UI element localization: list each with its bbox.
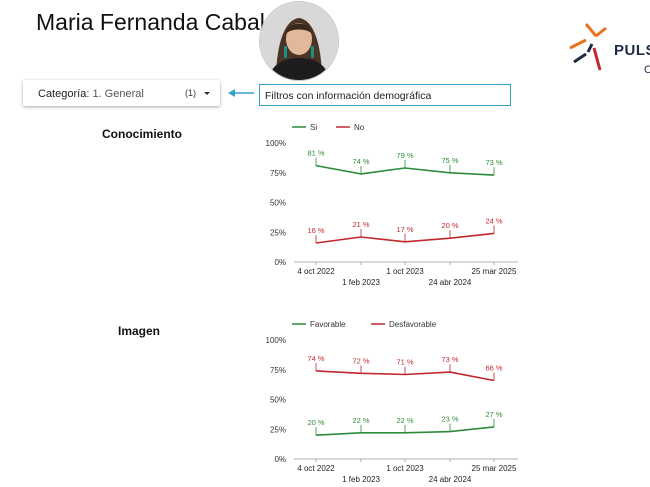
arrow-left-icon [228,89,254,97]
data-label: 27 % [485,410,502,419]
x-tick-label: 1 feb 2023 [342,278,380,287]
x-tick-label: 25 mar 2025 [472,267,517,276]
legend-label-1: No [354,123,365,132]
data-label: 20 % [441,221,458,230]
x-tick-label: 1 oct 2023 [386,464,424,473]
chart-0-group: Si No 0% 25% 50% 75% 100% 4 oct 2022 1 feb 2023 1… [266,123,518,287]
filter-label: Categoría: 1. General [38,88,144,100]
y-tick-label: 25% [270,425,286,434]
data-label: 79 % [396,151,413,160]
avatar [259,1,339,81]
x-tick-label: 4 oct 2022 [297,464,335,473]
data-label: 24 % [485,216,502,225]
brand-logo: PULSO C [566,18,650,78]
category-filter-dropdown[interactable]: Categoría: 1. General (1) [23,80,220,106]
y-tick-label: 75% [270,366,286,375]
chart-1-group: Favorable Desfavorable 0% 25% 50% 75% 100% 4 oc… [266,320,518,484]
legend-label-1: Desfavorable [389,320,437,329]
chart-conocimiento-svg: Si No 0% 25% 50% 75% 100% 4 oct 2022 1 feb 2023 1… [266,123,518,287]
data-label: 81 % [307,149,324,158]
y-tick-label: 0% [274,455,286,464]
section-title-imagen: Imagen [118,324,161,338]
legend-label-0: Si [310,123,317,132]
x-tick-label: 25 mar 2025 [472,464,517,473]
data-label: 21 % [352,220,369,229]
x-tick-label: 24 abr 2024 [429,475,472,484]
data-label: 72 % [352,356,369,365]
data-label: 74 % [352,157,369,166]
data-label: 20 % [307,418,324,427]
page-title: Maria Fernanda Cabal [36,9,265,35]
y-tick-label: 100% [266,139,286,148]
data-label: 23 % [441,415,458,424]
data-label: 74 % [307,354,324,363]
filter-count: (1) [185,88,196,98]
y-tick-label: 50% [270,396,286,405]
data-label: 22 % [396,416,413,425]
y-tick-label: 75% [270,169,286,178]
chart-imagen: Favorable Desfavorable 0% 25% 50% 75% 100% 4 oc… [258,315,520,484]
series-line-1 [315,232,495,244]
x-tick-label: 24 abr 2024 [429,278,472,287]
data-label: 22 % [352,416,369,425]
chart-imagen-svg: Favorable Desfavorable 0% 25% 50% 75% 100% 4 oc… [266,320,518,484]
series-line-0 [315,164,495,176]
portrait-image [260,2,338,80]
y-tick-label: 25% [270,228,286,237]
data-label: 71 % [396,358,413,367]
y-tick-label: 100% [266,336,286,345]
pulso-logo-icon [569,23,607,71]
data-label: 16 % [307,226,324,235]
x-tick-label: 1 feb 2023 [342,475,380,484]
data-label: 73 % [485,158,502,167]
data-label: 73 % [441,355,458,364]
logo-subtext: C [644,64,650,76]
x-tick-label: 4 oct 2022 [297,267,335,276]
data-label: 66 % [485,363,502,372]
filter-value: 1. General [92,88,144,100]
data-label: 75 % [441,156,458,165]
chart-conocimiento: Si No 0% 25% 50% 75% 100% 4 oct 2022 1 feb 2023 1… [258,118,520,287]
x-tick-label: 1 oct 2023 [386,267,424,276]
y-tick-label: 50% [270,199,286,208]
logo-text: PULSO [614,42,650,59]
legend-label-0: Favorable [310,320,346,329]
caret-down-icon[interactable] [204,92,210,95]
y-tick-label: 0% [274,258,286,267]
section-title-conocimiento: Conocimiento [102,127,182,141]
demographic-filters-note[interactable]: Filtros con información demográfica [259,84,511,106]
note-text: Filtros con información demográfica [265,90,432,102]
data-label: 17 % [396,225,413,234]
